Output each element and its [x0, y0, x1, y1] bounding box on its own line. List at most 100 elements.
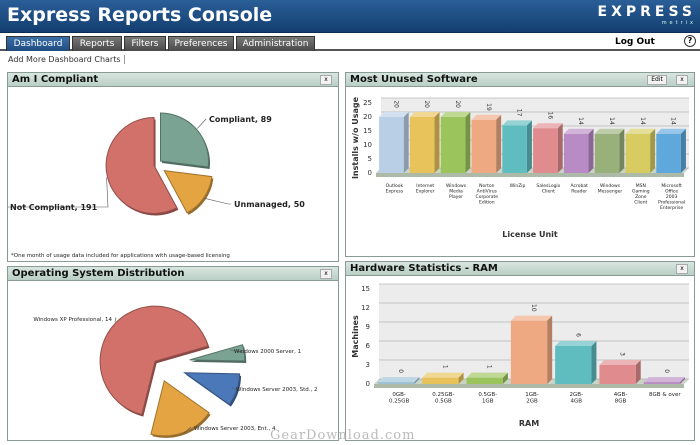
bar-side: [434, 112, 440, 173]
express-metrix-logo: EXPRESS metrix: [597, 4, 696, 26]
bar: [599, 365, 636, 384]
bar-top: [422, 372, 464, 378]
pie-slice: [163, 170, 213, 214]
bar-top: [599, 360, 641, 365]
panel-title: Am I Compliant: [8, 73, 338, 87]
bar-value-label: 14: [608, 117, 615, 125]
bar-side: [465, 112, 471, 173]
bar: [555, 346, 592, 384]
bar-side: [496, 114, 502, 173]
panel-title: Hardware Statistics - RAM: [346, 262, 694, 276]
bar-side: [591, 341, 597, 384]
pie-slice-label: Compliant, 89: [209, 115, 272, 124]
x-category-label: 0.5GB-1GB: [478, 392, 497, 405]
bar-value-label: 20: [423, 100, 430, 108]
bar-side: [526, 120, 532, 173]
tab-dashboard[interactable]: Dashboard: [6, 36, 70, 51]
x-category-label: Internet Explorer: [416, 183, 435, 195]
x-category-label: 8GB & over: [649, 392, 681, 398]
bar: [471, 119, 497, 173]
bar-side: [547, 315, 553, 384]
bar-side: [588, 128, 594, 173]
y-tick-label: 25: [363, 99, 372, 107]
bar-side: [635, 360, 641, 384]
bar-top: [377, 377, 420, 383]
label-leader-line: [183, 426, 192, 434]
bar-top: [510, 315, 553, 321]
tab-reports[interactable]: Reports: [72, 36, 122, 51]
unused-software-panel: Most Unused Software Edit x 0 5 10 15 20 25 20…: [345, 72, 695, 257]
bar-side: [680, 377, 686, 384]
bar-value-label: 0: [663, 369, 670, 373]
x-category-label: 4GB-8GB: [614, 392, 628, 405]
bar-side: [650, 128, 656, 173]
bar-value-label: 14: [670, 117, 677, 125]
y-tick-label: 3: [366, 361, 370, 369]
x-category-label: Outlook Express: [386, 183, 404, 195]
bar-top: [502, 120, 532, 126]
x-category-label: MSN Gaming Zone Client: [632, 183, 650, 206]
bar: [643, 382, 681, 384]
close-panel-button[interactable]: x: [320, 75, 332, 85]
bar-value-label: 20: [454, 100, 461, 108]
bar-side: [414, 377, 420, 384]
pie-slice-label: Not Compliant, 191: [10, 203, 98, 212]
bar-value-label: 10: [530, 304, 537, 312]
x-category-label: Windows Messenger: [598, 183, 623, 195]
bar-top: [409, 112, 440, 117]
bar: [533, 128, 558, 173]
close-panel-button[interactable]: x: [320, 269, 332, 279]
label-leader-line: [204, 198, 231, 205]
bar-top: [471, 114, 502, 120]
x-category-label: Windows Media Player: [446, 183, 467, 200]
bar-top: [533, 123, 563, 129]
label-leader-line: [197, 118, 207, 129]
y-tick-label: 15: [361, 285, 370, 293]
y-axis-title: Machines: [351, 315, 360, 358]
tab-administration[interactable]: Administration: [236, 36, 315, 51]
bar-top: [643, 377, 686, 383]
y-tick-label: 9: [366, 323, 370, 331]
pie-slice-label: Windows XP Professional, 14: [33, 317, 112, 323]
bar-value-label: 1: [486, 365, 493, 369]
help-icon[interactable]: ?: [684, 35, 696, 47]
close-panel-button[interactable]: x: [676, 75, 688, 85]
edit-panel-button[interactable]: Edit: [647, 75, 667, 85]
app-header: Express Reports Console EXPRESS metrix: [0, 0, 700, 33]
pie-slice-label: Windows 2000 Server, 1: [234, 349, 301, 355]
bar-side: [557, 123, 563, 173]
plot-floor-edge: [374, 384, 684, 388]
bar-value-label: 14: [577, 117, 584, 125]
y-tick-label: 0: [368, 169, 372, 177]
label-leader-line: [8, 177, 109, 208]
y-tick-label: 6: [366, 342, 371, 350]
x-category-label: 2GB-4GB: [570, 392, 584, 405]
add-dashboard-charts-link[interactable]: Add More Dashboard Charts: [8, 55, 125, 64]
x-category-label: Acrobat Reader: [571, 183, 589, 195]
plot-floor-edge: [376, 173, 684, 177]
tab-preferences[interactable]: Preferences: [168, 36, 234, 51]
compliance-panel: Am I Compliant x Compliant, 89 Unmanaged,…: [7, 72, 339, 262]
bar-side: [502, 372, 508, 384]
bar-side: [403, 112, 409, 173]
y-axis-title: Installs w/o Usage: [351, 96, 360, 179]
bar-side: [680, 128, 686, 173]
x-category-label: 0GB-0.25GB: [389, 392, 410, 405]
bar: [563, 133, 589, 173]
tab-filters[interactable]: Filters: [124, 36, 166, 51]
pie-slice: [159, 112, 209, 168]
logout-link[interactable]: Log Out: [615, 37, 655, 47]
bar: [377, 382, 415, 384]
bar-top: [625, 128, 656, 134]
bar-value-label: 19: [485, 103, 492, 111]
footnote: *One month of usage data included for ap…: [11, 253, 230, 259]
y-tick-label: 5: [368, 155, 372, 163]
label-leader-line: [229, 349, 246, 353]
watermark: GearDownload.com: [270, 428, 416, 443]
bar-side: [458, 372, 464, 384]
bar-top: [466, 372, 508, 378]
x-axis-title: RAM: [519, 419, 539, 428]
bar-top: [555, 341, 597, 346]
bar-value-label: 0: [397, 369, 404, 373]
close-panel-button[interactable]: x: [676, 264, 688, 274]
